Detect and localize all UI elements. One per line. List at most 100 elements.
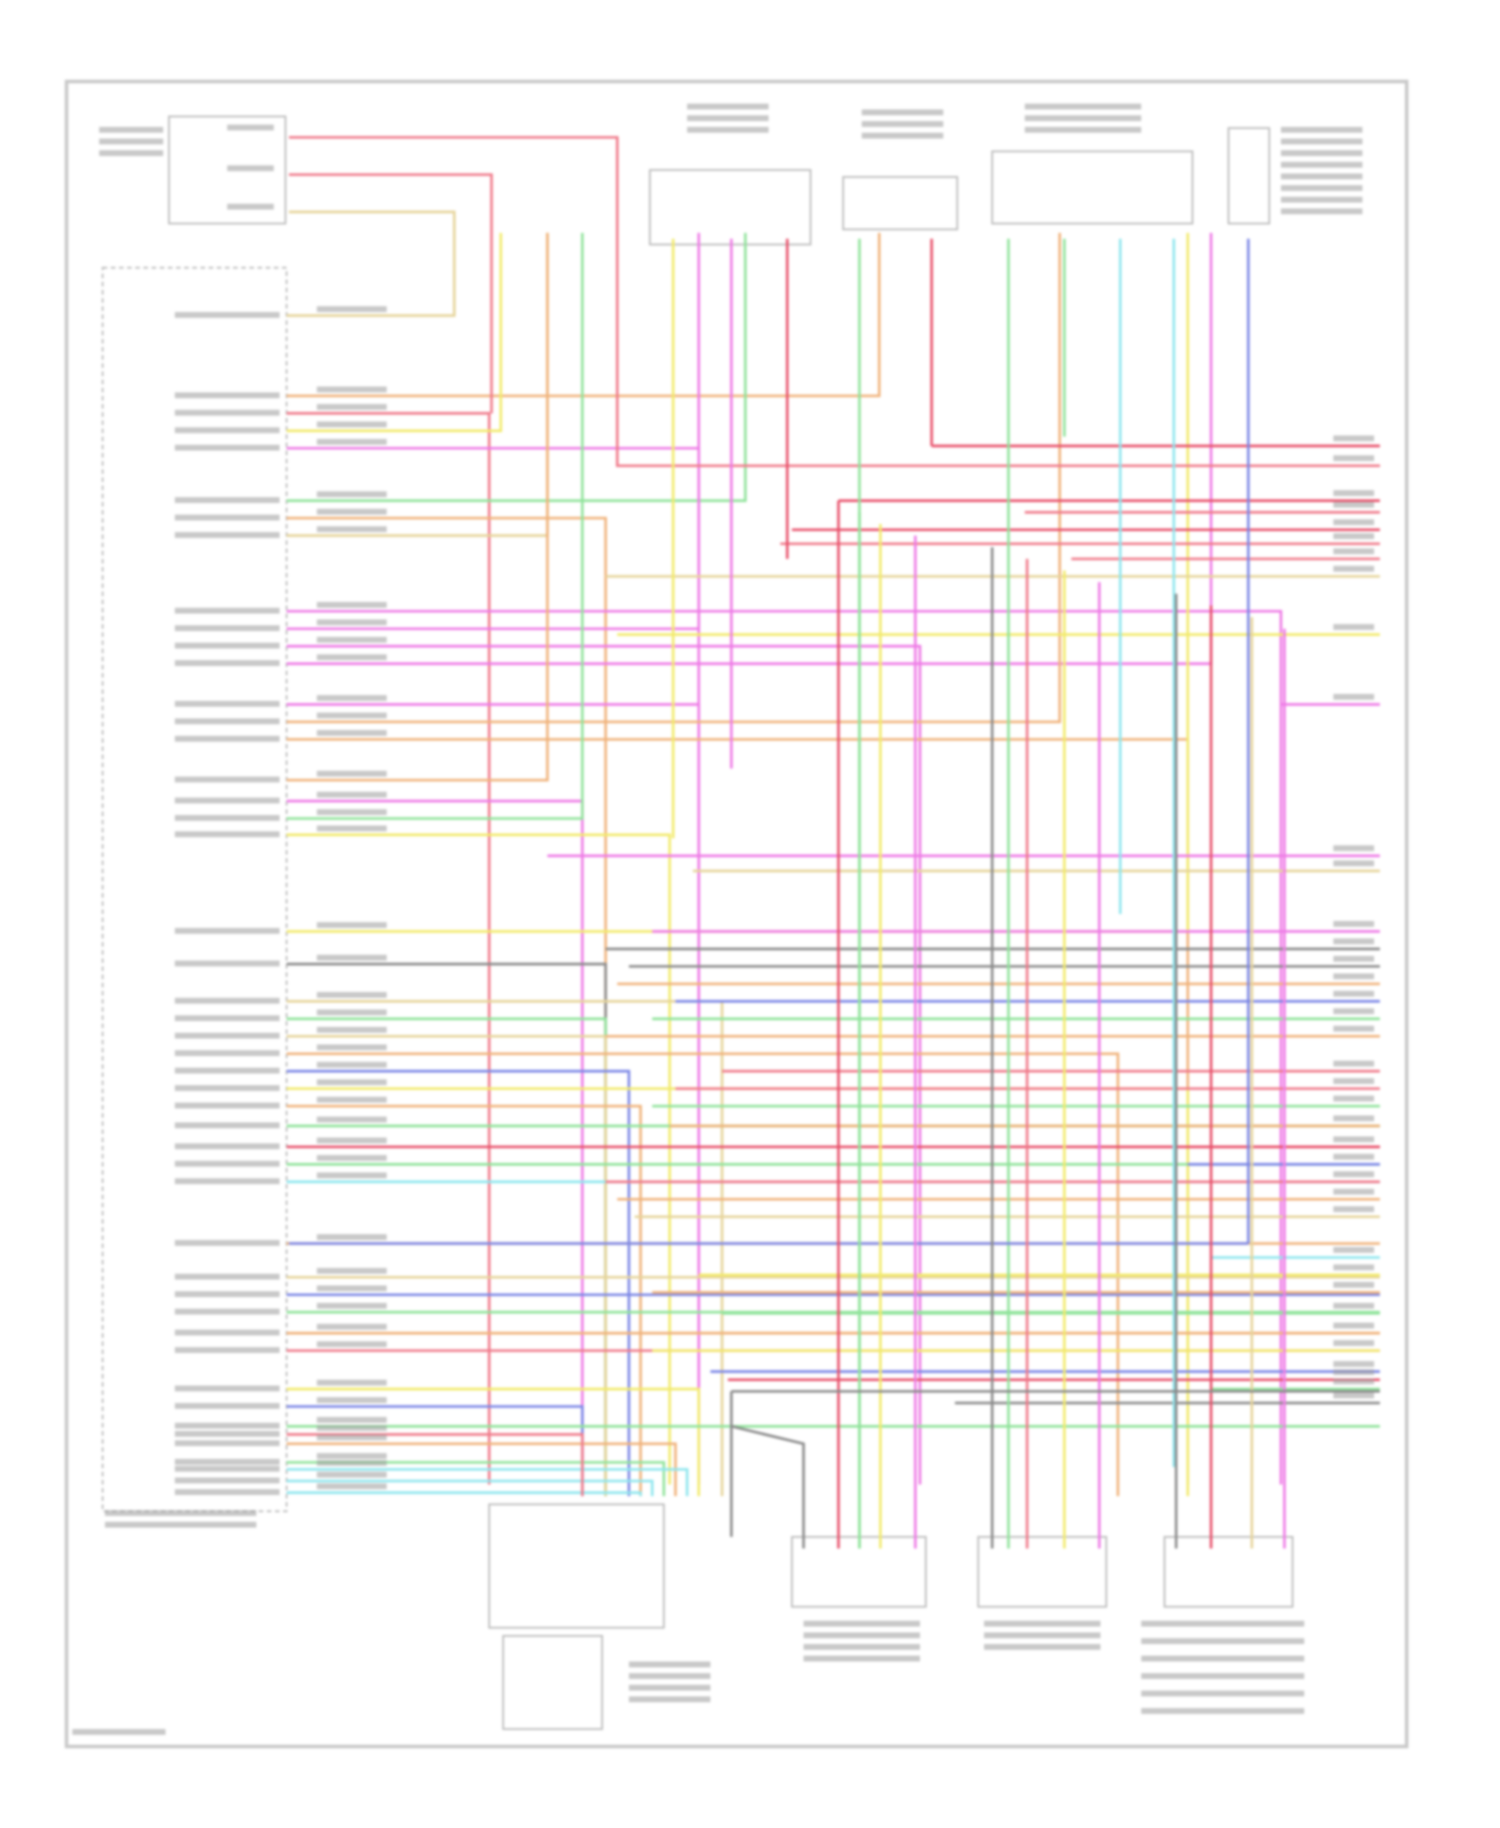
pin-label xyxy=(174,1102,280,1109)
wire-label xyxy=(1333,973,1375,980)
wire-label xyxy=(316,922,387,928)
wire-label xyxy=(316,1416,387,1423)
wire-label xyxy=(1333,1361,1375,1367)
wire-left-45 xyxy=(286,1468,689,1497)
wire-label xyxy=(316,1483,387,1490)
wire-label xyxy=(316,730,387,736)
pin-label xyxy=(174,1085,280,1091)
wire-left-3 xyxy=(286,232,503,433)
pin-label xyxy=(174,1347,280,1353)
pin-label xyxy=(174,514,280,521)
pin-label xyxy=(174,1291,280,1298)
pin-label xyxy=(174,1050,280,1057)
wire-label xyxy=(316,1234,387,1241)
text-label xyxy=(227,203,274,210)
text-label xyxy=(99,150,164,157)
wire-label xyxy=(316,636,387,643)
pin-label xyxy=(174,1465,280,1472)
pin-label xyxy=(174,660,280,666)
wire-label xyxy=(1333,1025,1375,1032)
wire-label xyxy=(1333,1322,1375,1329)
wire-label xyxy=(1333,565,1375,572)
wire-label xyxy=(1333,1340,1375,1346)
wire-label xyxy=(316,1267,387,1274)
wire-label xyxy=(316,825,387,832)
wire-left-41 xyxy=(286,1442,677,1497)
pin-label xyxy=(174,1477,280,1484)
wire-label xyxy=(316,404,387,410)
text-label xyxy=(99,126,164,133)
wire-label xyxy=(316,438,387,445)
text-label xyxy=(1141,1673,1305,1679)
wire-label xyxy=(316,1172,387,1179)
pin-label xyxy=(174,532,280,538)
wire-label xyxy=(316,712,387,719)
pin-label xyxy=(174,607,280,614)
sensor-wire-1 xyxy=(288,173,493,414)
text-label xyxy=(104,1510,257,1516)
wire-label xyxy=(1333,519,1375,526)
wire-label xyxy=(1333,1392,1375,1399)
wire-label xyxy=(316,1323,387,1330)
wire-label xyxy=(1333,1188,1375,1195)
wire-label xyxy=(316,619,387,626)
text-label xyxy=(628,1696,711,1703)
wire-label xyxy=(316,508,387,515)
wire-label xyxy=(316,770,387,777)
wire-label xyxy=(316,809,387,816)
text-label xyxy=(1141,1620,1305,1627)
pin-label xyxy=(174,1273,280,1280)
pin-label xyxy=(174,1015,280,1022)
wire-label xyxy=(1333,938,1375,945)
text-label xyxy=(1141,1690,1305,1697)
wire-label xyxy=(1333,1206,1375,1213)
text-label xyxy=(1280,196,1363,203)
text-label xyxy=(1280,208,1363,215)
wire-label xyxy=(316,1285,387,1292)
bottom-module-box xyxy=(488,1503,665,1629)
wire-left-1 xyxy=(286,232,881,398)
wire-label xyxy=(316,386,387,393)
pin-label xyxy=(174,1308,280,1315)
wire-label xyxy=(1333,1302,1375,1309)
text-label xyxy=(1280,185,1363,191)
text-label xyxy=(1024,103,1142,110)
text-label xyxy=(104,1521,257,1528)
wire-left-18 xyxy=(286,833,671,1485)
text-label xyxy=(1280,161,1363,168)
wire-label xyxy=(316,992,387,998)
wire-left-10 xyxy=(286,644,922,1485)
wire-label xyxy=(1333,860,1375,867)
text-label xyxy=(628,1684,711,1691)
pin-label xyxy=(174,444,280,451)
wire-label xyxy=(1333,1115,1375,1122)
pin-label xyxy=(174,427,280,434)
wire-label xyxy=(1333,1264,1375,1271)
pin-label xyxy=(174,700,280,707)
wire-label xyxy=(1333,845,1375,852)
wire-left-12 xyxy=(286,703,701,1485)
wire-label xyxy=(316,1471,387,1478)
text-label xyxy=(803,1620,920,1627)
pin-label xyxy=(174,1403,280,1409)
wire-label xyxy=(1333,920,1375,927)
wire-left-15 xyxy=(286,232,549,782)
text-label xyxy=(1141,1638,1305,1645)
bottom-component-image xyxy=(502,1635,604,1730)
pin-label xyxy=(174,1240,280,1246)
text-label xyxy=(1141,1708,1305,1714)
wire-label xyxy=(316,791,387,798)
wire-left-13 xyxy=(286,232,1061,724)
diagram-frame xyxy=(64,79,1409,1749)
wire-label xyxy=(1333,1378,1375,1385)
wire-label xyxy=(1333,1153,1375,1160)
pin-label xyxy=(174,718,280,725)
text-label xyxy=(803,1632,920,1639)
text-label xyxy=(1280,173,1363,180)
pin-label xyxy=(174,815,280,821)
pin-label xyxy=(174,927,280,934)
text-label xyxy=(687,103,769,110)
labels xyxy=(72,103,1375,1735)
sensor-connector-box xyxy=(168,115,287,225)
